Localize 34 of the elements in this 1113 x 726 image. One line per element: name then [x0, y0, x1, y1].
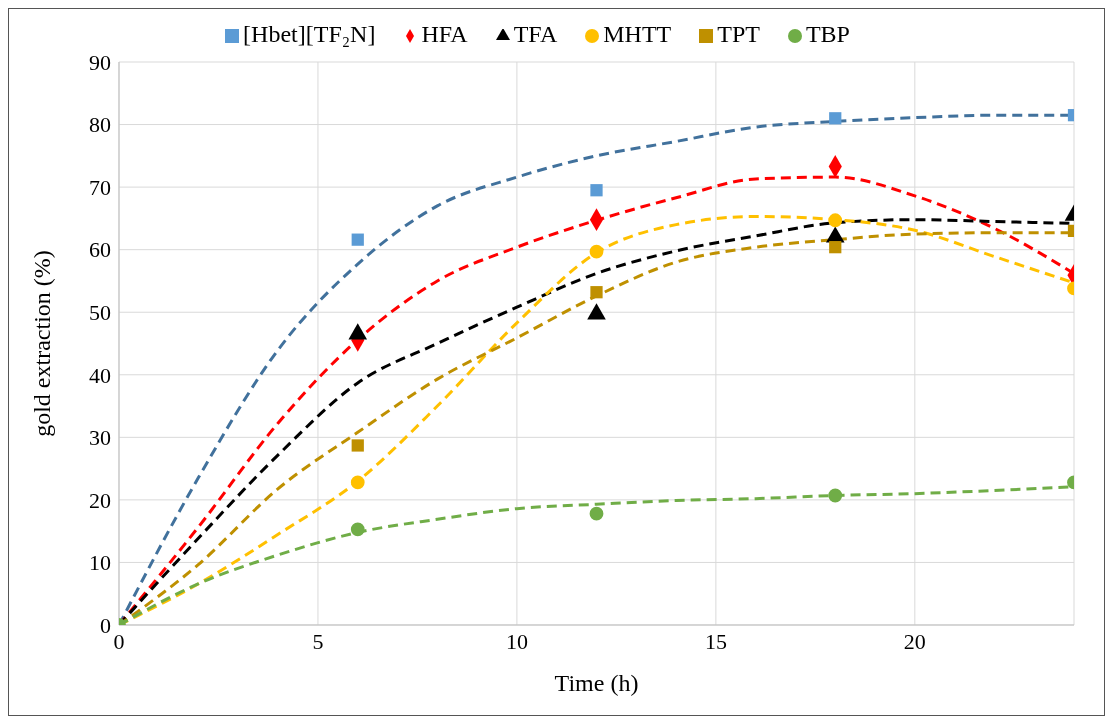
point [589, 506, 604, 521]
y-tick-label: 80 [89, 112, 111, 138]
x-axis-title: Time (h) [554, 670, 639, 696]
point [351, 439, 364, 452]
x-tick-label: 20 [903, 628, 926, 654]
point [829, 241, 842, 254]
x-tick-label: 15 [704, 628, 727, 654]
point [589, 244, 604, 259]
point [590, 286, 603, 299]
y-tick-label: 20 [89, 487, 111, 513]
legend-label: MHTT [603, 21, 672, 47]
point [351, 233, 364, 246]
legend-label: TPT [717, 21, 760, 47]
y-tick-label: 30 [89, 425, 111, 451]
legend-label: TBP [805, 21, 850, 47]
y-tick-label: 40 [89, 362, 111, 388]
y-axis-title: gold extraction (%) [28, 250, 55, 437]
y-tick-label: 70 [89, 174, 111, 200]
point [350, 522, 365, 537]
x-tick-label: 5 [312, 628, 324, 654]
x-tick-label: 10 [505, 628, 528, 654]
point [828, 213, 843, 228]
point [829, 112, 842, 125]
y-tick-label: 90 [89, 49, 111, 75]
point [828, 488, 843, 503]
y-tick-label: 60 [89, 237, 111, 263]
y-tick-label: 0 [100, 612, 111, 638]
legend-label: [Hbet][TF₂N] [243, 21, 376, 47]
y-tick-label: 50 [89, 300, 111, 326]
point [590, 184, 603, 197]
legend-label: HFA [421, 21, 468, 47]
legend-label: TFA [513, 21, 558, 47]
point [350, 475, 365, 490]
y-tick-label: 10 [89, 550, 111, 576]
